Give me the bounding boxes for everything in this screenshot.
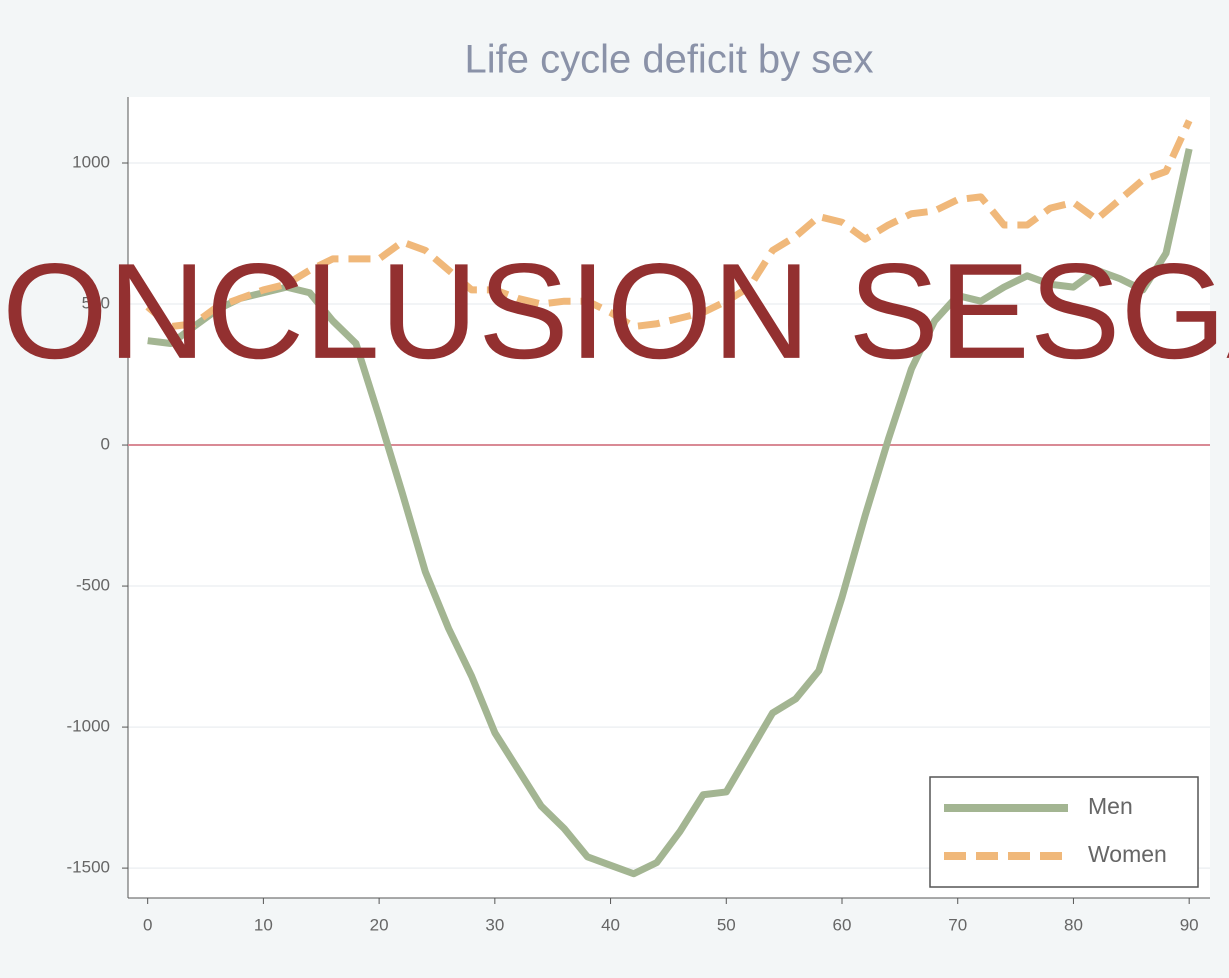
x-tick-label: 60 — [833, 915, 852, 934]
legend-box — [929, 776, 1199, 888]
y-tick-label: 0 — [101, 435, 110, 454]
line-series — [147, 148, 1193, 878]
y-tick-label: -500 — [76, 576, 110, 595]
y-tick-label: 1000 — [72, 152, 110, 171]
y-tick-label: -1000 — [67, 717, 110, 736]
x-tick-label: 0 — [143, 915, 152, 934]
x-tick-label: 10 — [254, 915, 273, 934]
x-tick-label: 20 — [370, 915, 389, 934]
legend-label: Women — [1088, 841, 1167, 867]
line-series — [145, 119, 1193, 331]
y-tick-label: -1500 — [67, 858, 110, 877]
x-tick-label: 40 — [601, 915, 620, 934]
chart-title: Life cycle deficit by sex — [464, 38, 873, 82]
x-tick-label: 30 — [485, 915, 504, 934]
x-tick-label: 80 — [1064, 915, 1083, 934]
x-tick-label: 90 — [1180, 915, 1199, 934]
x-tick-label: 50 — [717, 915, 736, 934]
overlay-annotation: ONCLUSION SESGA — [2, 235, 1229, 387]
y-tick-label: 500 — [82, 294, 110, 313]
x-tick-label: 70 — [948, 915, 967, 934]
legend-label: Men — [1088, 793, 1133, 819]
plot-area — [128, 97, 1210, 898]
